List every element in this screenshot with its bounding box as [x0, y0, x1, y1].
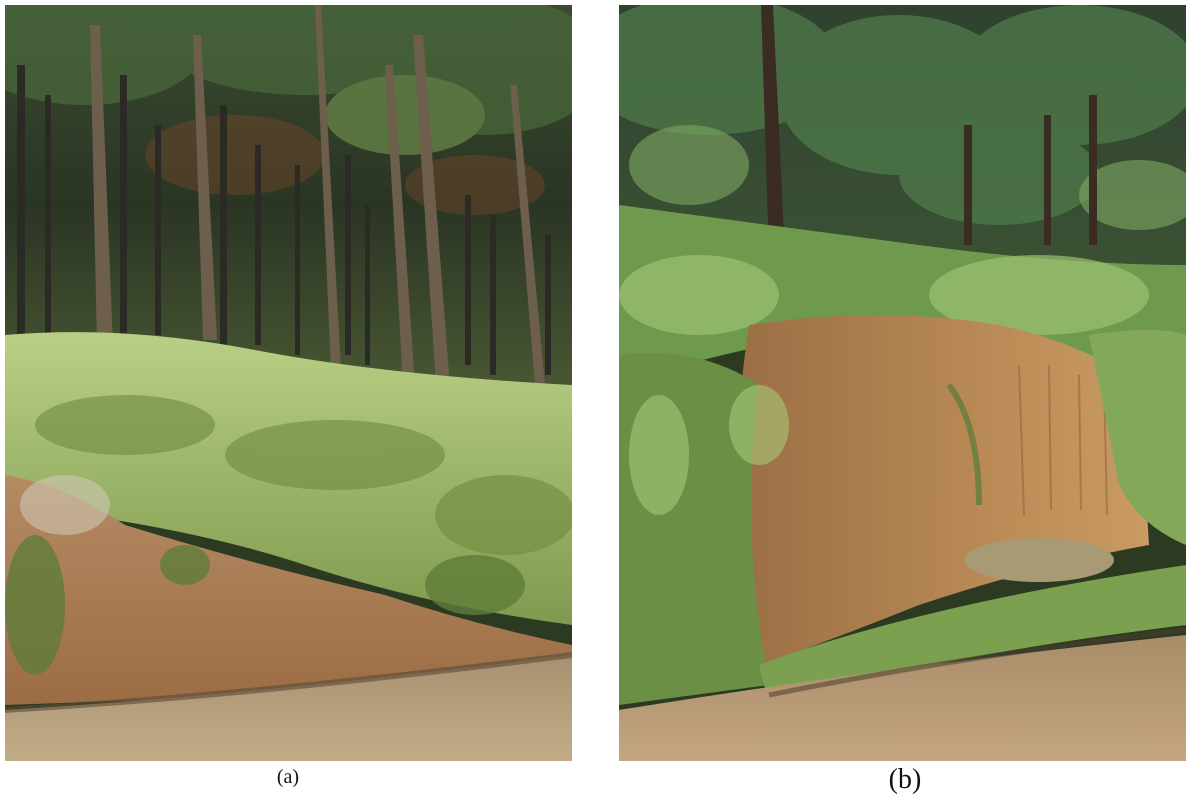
forest-roadcut-photo-a: [5, 5, 572, 761]
photo-panel-b: [619, 5, 1186, 761]
photo-panel-a: [5, 5, 572, 761]
caption-b: (b): [888, 764, 922, 795]
forest-roadcut-photo-b: [619, 5, 1186, 761]
caption-a: (a): [276, 766, 300, 788]
